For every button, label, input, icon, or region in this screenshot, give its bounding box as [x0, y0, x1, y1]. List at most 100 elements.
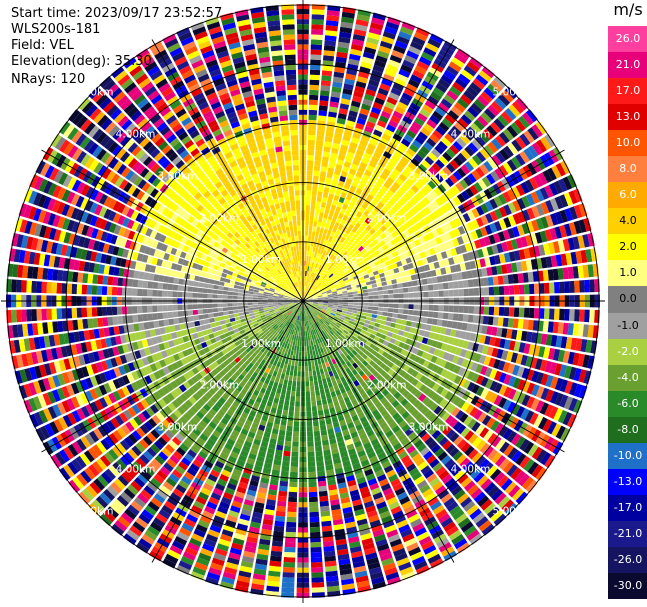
range-gate [362, 309, 368, 313]
range-gate [306, 293, 311, 298]
range-gate [429, 114, 441, 125]
range-gate [407, 227, 415, 235]
range-gate [473, 98, 486, 111]
range-gate [414, 203, 423, 212]
range-gate [332, 291, 338, 294]
range-gate [322, 444, 330, 451]
range-gate [542, 170, 553, 183]
range-gate [323, 408, 330, 415]
range-gate [319, 286, 325, 291]
range-gate [365, 231, 373, 239]
range-gate [373, 346, 380, 352]
range-gate [338, 36, 351, 44]
range-gate [445, 249, 453, 258]
range-gate [412, 280, 418, 287]
range-gate [461, 322, 468, 331]
range-gate [354, 347, 361, 353]
range-gate [306, 304, 311, 308]
range-gate [502, 428, 513, 440]
range-gate [331, 178, 339, 185]
range-gate [318, 264, 323, 270]
range-gate [303, 321, 305, 327]
range-gate [409, 268, 416, 275]
range-gate [407, 218, 415, 227]
range-gate [334, 332, 340, 338]
range-gate [335, 56, 347, 64]
range-gate [347, 173, 355, 180]
range-gate [452, 81, 465, 93]
range-gate [376, 92, 387, 101]
range-gate [440, 251, 448, 259]
range-gate [493, 118, 506, 131]
range-gate [277, 434, 285, 441]
range-gate [415, 372, 423, 381]
range-gate [538, 416, 548, 430]
range-gate [522, 272, 529, 283]
range-gate [497, 360, 506, 371]
range-gate [320, 238, 325, 244]
range-gate [549, 362, 558, 375]
range-gate [486, 417, 496, 429]
range-gate [443, 258, 450, 267]
range-gate [551, 165, 562, 179]
range-gate [376, 282, 383, 287]
range-gate [342, 304, 349, 307]
range-gate [290, 466, 298, 473]
range-gate [366, 84, 378, 92]
range-gate [332, 306, 338, 310]
range-gate [433, 405, 443, 415]
range-gate [352, 240, 359, 246]
range-gate [370, 317, 377, 323]
range-gate [310, 277, 314, 283]
range-gate [409, 353, 417, 361]
range-gate [305, 331, 308, 337]
range-gate [334, 316, 340, 321]
range-gate [520, 408, 530, 421]
range-gate [456, 322, 463, 330]
range-gate [305, 386, 310, 392]
range-gate [345, 262, 351, 268]
range-gate [308, 299, 313, 301]
range-gate [323, 301, 329, 303]
range-gate [422, 311, 429, 317]
range-gate [515, 136, 527, 149]
range-gate [475, 228, 483, 239]
range-gate [572, 323, 579, 336]
range-gate [402, 59, 415, 69]
range-gate [358, 245, 364, 252]
range-gate [390, 87, 402, 97]
range-gate [304, 336, 306, 342]
range-gate [310, 39, 323, 45]
range-gate [522, 380, 531, 393]
range-gate [316, 226, 321, 233]
range-gate [393, 267, 400, 274]
range-gate [442, 312, 449, 320]
range-gate [529, 177, 539, 190]
range-gate [548, 347, 556, 360]
range-gate [450, 265, 457, 273]
range-gate [455, 182, 465, 192]
range-gate [391, 214, 399, 223]
range-gate [304, 351, 308, 357]
range-gate [349, 318, 356, 322]
range-gate [320, 309, 326, 313]
range-gate [311, 14, 325, 20]
range-gate [337, 247, 343, 253]
range-gate [313, 175, 319, 182]
range-gate [322, 249, 327, 256]
range-gate [316, 465, 325, 472]
range-gate [332, 226, 338, 233]
range-gate [347, 307, 353, 310]
range-gate [438, 78, 451, 89]
range-gate [416, 60, 430, 71]
range-gate [357, 324, 364, 329]
range-gate [329, 209, 335, 216]
range-gate [348, 230, 355, 237]
range-gate [447, 188, 456, 198]
range-gate [530, 357, 538, 369]
range-gate [308, 235, 312, 242]
range-gate [496, 265, 503, 275]
range-gate [411, 378, 419, 387]
range-gate [457, 152, 467, 163]
range-gate [438, 334, 445, 342]
